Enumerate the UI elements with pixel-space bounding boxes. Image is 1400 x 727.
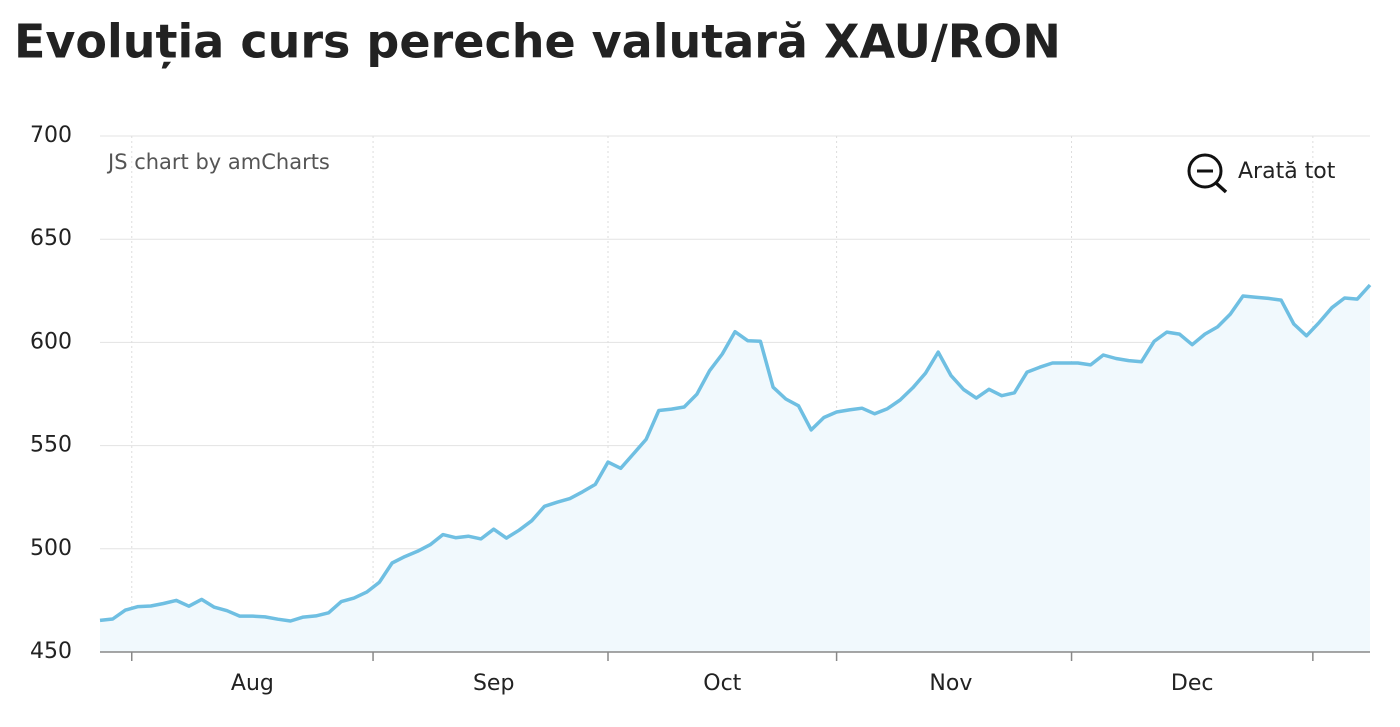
x-tick-label: Sep: [473, 671, 514, 696]
y-tick-label: 650: [30, 226, 72, 251]
zoom-icon-handle: [1214, 181, 1228, 194]
credit: JS chart by amCharts: [106, 150, 330, 174]
plot: 450 500 550 600 650 700 Aug Sep Oct Nov Dec: [30, 123, 1372, 696]
zoom-out-button[interactable]: Arată tot: [1187, 153, 1336, 194]
y-tick-label: 550: [30, 433, 72, 458]
y-tick-label: 700: [30, 123, 72, 148]
y-tick-label: 450: [30, 639, 72, 664]
y-tick-label: 500: [30, 536, 72, 561]
y-tick-label: 600: [30, 329, 72, 354]
line: [99, 283, 1372, 623]
x-tick-label: Aug: [231, 671, 274, 696]
chart-title: Evoluția curs pereche valutară XAU/RON: [14, 15, 1061, 69]
x-tick-label: Nov: [929, 671, 972, 696]
zoom-icon: [1187, 153, 1223, 189]
zoom-label[interactable]: Arată tot: [1238, 159, 1336, 184]
x-tick-label: Oct: [703, 671, 741, 696]
x-tick-label: Dec: [1171, 671, 1214, 696]
area: [100, 285, 1370, 652]
